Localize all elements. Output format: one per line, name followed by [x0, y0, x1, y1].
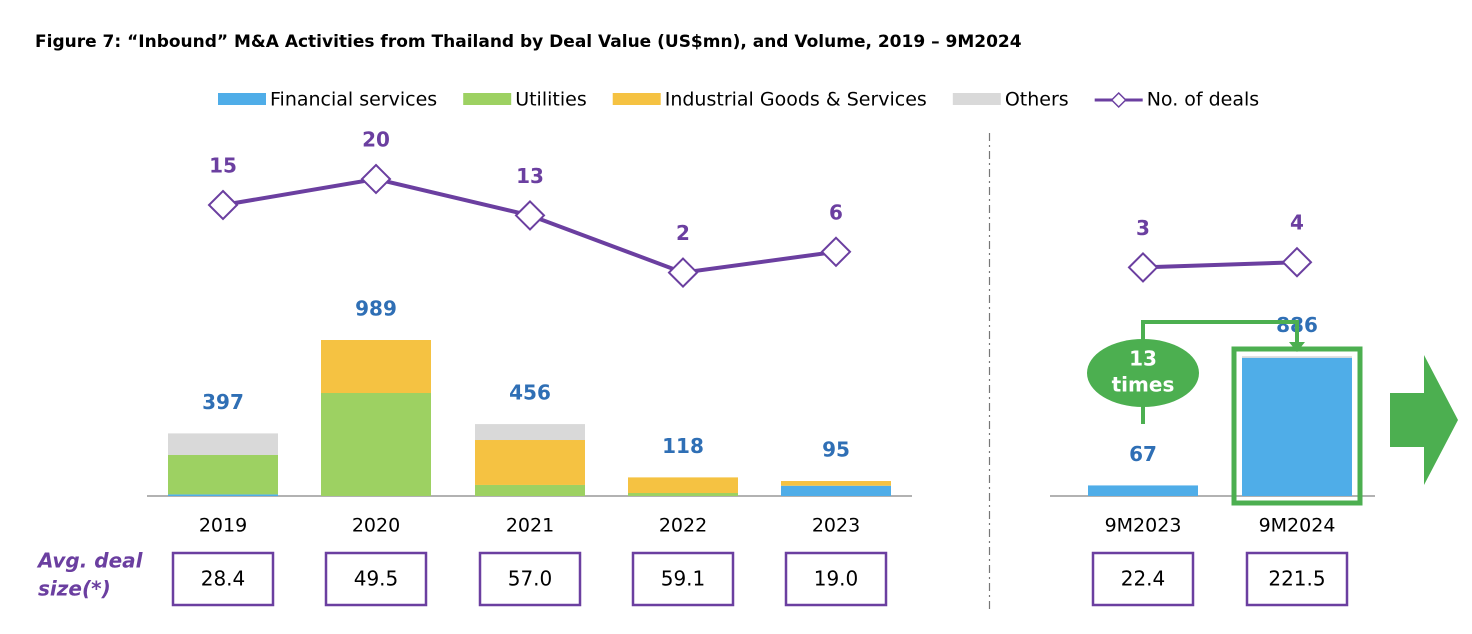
total-label: 67 [1129, 442, 1157, 466]
x-tick-label: 2020 [352, 515, 400, 537]
deals-label: 3 [1136, 216, 1150, 240]
growth-bubble [1087, 339, 1199, 407]
legend-label: Industrial Goods & Services [665, 89, 927, 111]
bar-segment [475, 484, 585, 496]
legend-label: No. of deals [1147, 89, 1260, 111]
bar-segment [168, 494, 278, 496]
bar-segment [781, 485, 891, 496]
deals-marker [514, 199, 546, 231]
x-tick-label: 9M2023 [1105, 515, 1182, 537]
deals-label: 2 [676, 221, 690, 245]
total-label: 118 [662, 434, 704, 458]
arrow-right [1390, 355, 1458, 485]
deals-label: 13 [516, 164, 544, 188]
legend-label: Financial services [270, 89, 437, 111]
bar-segment [628, 493, 738, 496]
bar-segment [781, 481, 891, 486]
deals-marker [1127, 251, 1159, 283]
total-label: 397 [202, 390, 244, 414]
growth-label: times [1112, 373, 1175, 397]
deals-label: 6 [829, 200, 843, 224]
avg-box [1245, 551, 1349, 607]
x-tick-label: 2023 [812, 515, 860, 537]
x-tick-label: 9M2024 [1259, 515, 1336, 537]
avg-label: size(*) [38, 577, 111, 601]
deals-marker [1281, 246, 1313, 278]
deals-marker [820, 236, 852, 268]
total-label: 456 [509, 381, 551, 405]
deals-label: 20 [362, 128, 390, 152]
x-tick-label: 2021 [506, 515, 554, 537]
growth-label: 13 [1129, 347, 1157, 371]
avg-box [631, 551, 735, 607]
avg-value: 59.1 [661, 567, 706, 591]
avg-value: 22.4 [1121, 567, 1166, 591]
legend-swatch [463, 93, 512, 105]
bar-segment [321, 393, 431, 496]
avg-box [478, 551, 582, 607]
bar-segment [1242, 357, 1352, 496]
growth-arrowhead [1289, 342, 1305, 352]
bar-segment [1242, 356, 1352, 358]
deals-marker [667, 257, 699, 289]
avg-label: Avg. deal [36, 549, 144, 573]
bar-segment [1088, 485, 1198, 496]
avg-value: 28.4 [201, 567, 246, 591]
legend-swatch [218, 93, 266, 105]
bar-segment [628, 477, 738, 494]
avg-value: 57.0 [508, 567, 553, 591]
legend-marker [1110, 91, 1127, 109]
avg-box [171, 551, 275, 607]
avg-box [324, 551, 428, 607]
legend-swatch [612, 93, 661, 105]
avg-box [784, 551, 888, 607]
bar-segment [475, 440, 585, 485]
deals-label: 15 [209, 154, 237, 178]
total-label: 95 [822, 438, 850, 462]
legend-label: Others [1005, 89, 1069, 111]
x-tick-label: 2022 [659, 515, 707, 537]
avg-value: 49.5 [354, 567, 399, 591]
avg-value: 19.0 [814, 567, 859, 591]
x-tick-label: 2019 [199, 515, 247, 537]
deals-marker [207, 189, 239, 221]
bar-segment [321, 340, 431, 394]
bar-segment [168, 433, 278, 455]
deals-marker [360, 163, 392, 195]
bar-segment [475, 424, 585, 441]
bar-segment [168, 454, 278, 495]
legend-swatch [952, 93, 1001, 105]
avg-value: 221.5 [1268, 567, 1325, 591]
avg-box [1091, 551, 1195, 607]
deals-line [1142, 260, 1298, 270]
legend-label: Utilities [515, 89, 587, 111]
chart-title: Figure 7: “Inbound” M&A Activities from … [35, 32, 1022, 52]
total-label: 989 [355, 297, 397, 321]
deals-label: 4 [1290, 211, 1304, 235]
